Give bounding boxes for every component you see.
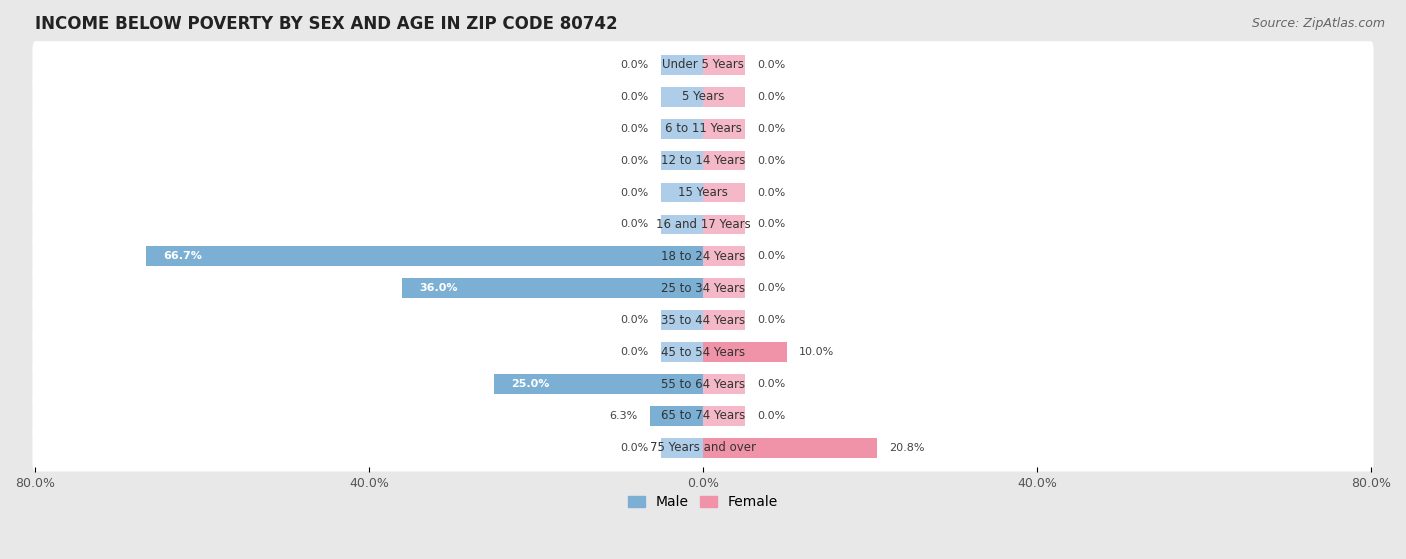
Text: 0.0%: 0.0% [620, 220, 648, 229]
Text: 0.0%: 0.0% [758, 283, 786, 293]
Text: 25.0%: 25.0% [510, 379, 550, 389]
Text: 45 to 54 Years: 45 to 54 Years [661, 345, 745, 359]
Bar [703, 310, 745, 330]
Text: 5 Years: 5 Years [682, 90, 724, 103]
FancyBboxPatch shape [32, 169, 1374, 216]
Text: Source: ZipAtlas.com: Source: ZipAtlas.com [1251, 17, 1385, 30]
Text: 0.0%: 0.0% [758, 60, 786, 70]
Text: 36.0%: 36.0% [419, 283, 457, 293]
Bar [703, 151, 745, 170]
FancyBboxPatch shape [32, 297, 1374, 344]
FancyBboxPatch shape [32, 424, 1374, 471]
Text: 10.0%: 10.0% [799, 347, 834, 357]
Bar [495, 374, 703, 394]
Text: 65 to 74 Years: 65 to 74 Years [661, 409, 745, 423]
Bar [703, 183, 745, 202]
FancyBboxPatch shape [32, 233, 1374, 280]
Text: 25 to 34 Years: 25 to 34 Years [661, 282, 745, 295]
Text: 0.0%: 0.0% [620, 315, 648, 325]
Legend: Male, Female: Male, Female [623, 490, 783, 515]
FancyBboxPatch shape [32, 264, 1374, 312]
Text: 0.0%: 0.0% [758, 124, 786, 134]
Bar [402, 278, 703, 298]
Text: 0.0%: 0.0% [758, 252, 786, 262]
Bar [703, 247, 745, 266]
Text: 0.0%: 0.0% [620, 92, 648, 102]
FancyBboxPatch shape [32, 201, 1374, 248]
Bar [703, 119, 745, 139]
Text: 12 to 14 Years: 12 to 14 Years [661, 154, 745, 167]
Bar [703, 374, 745, 394]
Text: 16 and 17 Years: 16 and 17 Years [655, 218, 751, 231]
Bar [661, 342, 703, 362]
Bar [703, 406, 745, 426]
Text: 0.0%: 0.0% [620, 60, 648, 70]
FancyBboxPatch shape [32, 137, 1374, 184]
Text: 18 to 24 Years: 18 to 24 Years [661, 250, 745, 263]
Bar [661, 438, 703, 458]
Text: 0.0%: 0.0% [620, 443, 648, 453]
Text: 0.0%: 0.0% [620, 347, 648, 357]
Bar [661, 183, 703, 202]
Text: 0.0%: 0.0% [620, 124, 648, 134]
Text: 20.8%: 20.8% [889, 443, 925, 453]
Bar [703, 87, 745, 107]
Bar [651, 406, 703, 426]
Text: 0.0%: 0.0% [758, 379, 786, 389]
FancyBboxPatch shape [32, 392, 1374, 439]
Text: 6 to 11 Years: 6 to 11 Years [665, 122, 741, 135]
Bar [703, 438, 877, 458]
Bar [661, 215, 703, 234]
Bar [661, 87, 703, 107]
Bar [661, 310, 703, 330]
Text: 0.0%: 0.0% [758, 155, 786, 165]
Bar [703, 55, 745, 75]
Text: 6.3%: 6.3% [610, 411, 638, 421]
Text: 0.0%: 0.0% [758, 187, 786, 197]
FancyBboxPatch shape [32, 361, 1374, 408]
Bar [703, 342, 786, 362]
FancyBboxPatch shape [32, 41, 1374, 88]
Text: INCOME BELOW POVERTY BY SEX AND AGE IN ZIP CODE 80742: INCOME BELOW POVERTY BY SEX AND AGE IN Z… [35, 15, 617, 33]
Text: 66.7%: 66.7% [163, 252, 201, 262]
Text: 0.0%: 0.0% [620, 155, 648, 165]
Text: 0.0%: 0.0% [758, 220, 786, 229]
Text: 75 Years and over: 75 Years and over [650, 442, 756, 454]
Text: 35 to 44 Years: 35 to 44 Years [661, 314, 745, 326]
Bar [661, 151, 703, 170]
Text: 0.0%: 0.0% [758, 92, 786, 102]
FancyBboxPatch shape [32, 73, 1374, 120]
Text: 0.0%: 0.0% [620, 187, 648, 197]
Bar [703, 215, 745, 234]
Bar [661, 55, 703, 75]
Bar [146, 247, 703, 266]
FancyBboxPatch shape [32, 329, 1374, 376]
Text: 55 to 64 Years: 55 to 64 Years [661, 377, 745, 391]
FancyBboxPatch shape [32, 105, 1374, 152]
Bar [703, 278, 745, 298]
Text: 0.0%: 0.0% [758, 315, 786, 325]
Text: 15 Years: 15 Years [678, 186, 728, 199]
Bar [661, 119, 703, 139]
Text: Under 5 Years: Under 5 Years [662, 58, 744, 72]
Text: 0.0%: 0.0% [758, 411, 786, 421]
